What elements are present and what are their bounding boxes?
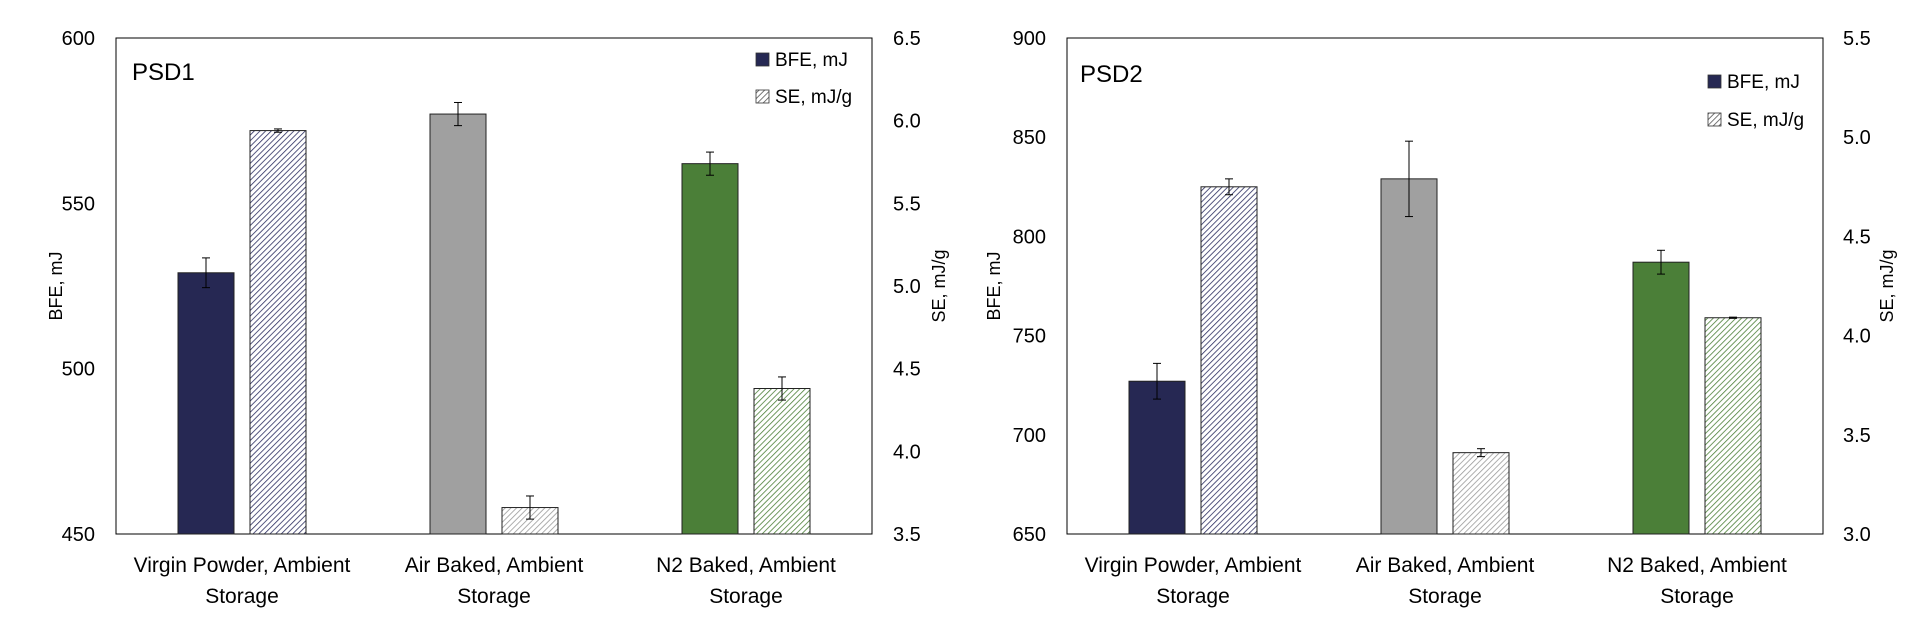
right-axis-label: SE, mJ/g: [929, 249, 949, 322]
error-bar: [1405, 140, 1413, 218]
error-bar: [706, 151, 714, 176]
category-label: N2 Baked, Ambient: [1607, 554, 1787, 577]
error-bar: [1657, 249, 1665, 275]
chart-psd1: 450 500 550 600 3.5 4.0 4.5 5.0 5.5 6.0 6.5 BFE, mJ…: [46, 28, 949, 608]
left-axis-tick-label: 700: [1013, 425, 1046, 447]
right-axis-label: SE, mJ/g: [1877, 249, 1897, 322]
left-axis-label: BFE, mJ: [46, 251, 66, 320]
chart-psd2: 650 700 750 800 850 900 3.0 3.5 4.0 4.5 5.0 5.5 BFE,…: [984, 28, 1897, 608]
bfe-bar: [681, 163, 739, 535]
error-bar: [202, 257, 210, 289]
category-label: Air Baked, Ambient: [405, 554, 584, 577]
right-axis-tick-label: 5.5: [1843, 28, 1871, 50]
right-axis-tick-label: 5.0: [893, 276, 921, 298]
left-axis-tick-label: 550: [62, 193, 95, 215]
legend-label: SE, mJ/g: [1727, 110, 1804, 131]
legend: BFE, mJ SE, mJ/g: [1707, 72, 1804, 131]
left-axis-tick-label: 500: [62, 359, 95, 381]
right-axis-tick-label: 3.0: [1843, 524, 1871, 546]
right-axis-tick-label: 3.5: [893, 524, 921, 546]
se-bar: [1452, 452, 1510, 535]
right-axis-tick-label: 6.0: [893, 111, 921, 133]
error-bar: [526, 495, 534, 520]
legend-swatch-se: [755, 89, 770, 104]
left-axis-tick-label: 600: [62, 28, 95, 50]
right-axis-tick-label: 4.5: [893, 359, 921, 381]
bfe-bar: [1380, 178, 1438, 535]
category-label: Virgin Powder, Ambient: [1085, 554, 1302, 577]
left-axis-tick-label: 450: [62, 524, 95, 546]
right-axis-tick-label: 5.0: [1843, 127, 1871, 149]
left-axis-tick-label: 750: [1013, 326, 1046, 348]
bfe-bar: [177, 272, 235, 535]
error-bar: [778, 376, 786, 401]
bfe-bar: [1632, 261, 1690, 535]
chart-title: PSD2: [1080, 61, 1143, 88]
chart-title: PSD1: [132, 59, 195, 86]
category-label: Storage: [1156, 585, 1230, 608]
category-label: Storage: [1408, 585, 1482, 608]
se-bar: [1704, 317, 1762, 535]
se-bar: [249, 130, 307, 535]
plot-frame: [1066, 37, 1824, 535]
right-axis-tick-label: 5.5: [893, 193, 921, 215]
right-axis-tick-label: 3.5: [1843, 425, 1871, 447]
category-label: Virgin Powder, Ambient: [134, 554, 351, 577]
error-bar: [1153, 362, 1161, 400]
legend-label: BFE, mJ: [775, 50, 848, 71]
left-axis-tick-label: 650: [1013, 524, 1046, 546]
right-axis-tick-label: 4.0: [893, 441, 921, 463]
error-bar: [274, 128, 282, 133]
legend: BFE, mJ SE, mJ/g: [755, 50, 852, 108]
se-bar: [1200, 186, 1258, 535]
left-axis-tick-label: 900: [1013, 28, 1046, 50]
category-label: Storage: [457, 585, 531, 608]
right-axis-tick-label: 4.5: [1843, 226, 1871, 248]
left-axis-tick-label: 850: [1013, 127, 1046, 149]
se-bar: [753, 388, 811, 535]
category-label: Storage: [709, 585, 783, 608]
legend-label: SE, mJ/g: [775, 87, 852, 108]
error-bar: [1225, 178, 1233, 196]
right-axis-tick-label: 6.5: [893, 28, 921, 50]
category-label: N2 Baked, Ambient: [656, 554, 836, 577]
category-label: Storage: [1660, 585, 1734, 608]
left-axis-label: BFE, mJ: [984, 251, 1004, 320]
category-label: Air Baked, Ambient: [1356, 554, 1535, 577]
legend-label: BFE, mJ: [1727, 72, 1800, 93]
legend-swatch-bfe: [755, 52, 770, 67]
legend-swatch-bfe: [1707, 74, 1722, 89]
bfe-bar: [1128, 380, 1186, 535]
legend-swatch-se: [1707, 112, 1722, 127]
bfe-bar: [429, 113, 487, 535]
error-bar: [1477, 448, 1485, 458]
category-label: Storage: [205, 585, 279, 608]
right-axis-tick-label: 4.0: [1843, 326, 1871, 348]
error-bar: [454, 101, 462, 127]
plot-frame: [115, 37, 873, 535]
left-axis-tick-label: 800: [1013, 226, 1046, 248]
error-bar: [1729, 316, 1737, 319]
